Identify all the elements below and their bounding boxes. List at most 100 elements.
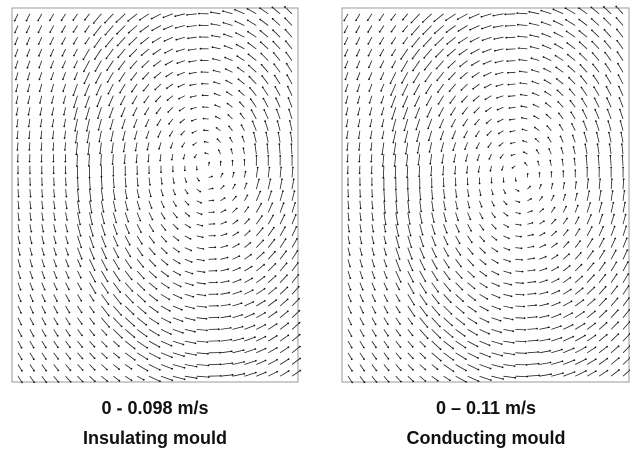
vector-head — [195, 342, 197, 344]
vector-head — [53, 161, 55, 163]
vector-head — [204, 152, 206, 154]
velocity-range: 0 - 0.098 m/s — [5, 398, 305, 419]
velocity-vector — [39, 37, 42, 44]
vector-head — [42, 231, 44, 233]
velocity-vector — [97, 96, 101, 107]
vector-head — [518, 59, 520, 61]
velocity-vector — [137, 224, 141, 232]
vector-head — [73, 94, 75, 96]
vector-head — [264, 324, 266, 326]
velocity-vector — [158, 131, 161, 137]
velocity-vector — [611, 262, 616, 271]
vector-head — [557, 101, 559, 103]
velocity-vector — [506, 26, 516, 27]
vector-head — [555, 66, 557, 68]
vector-head — [180, 122, 182, 124]
velocity-vector — [346, 107, 348, 114]
velocity-vector — [78, 341, 83, 347]
velocity-vector — [268, 300, 276, 306]
vector-head — [490, 379, 492, 381]
velocity-vector — [66, 189, 67, 196]
velocity-vector — [369, 72, 372, 79]
velocity-vector — [268, 191, 271, 200]
vector-head — [537, 161, 539, 163]
vector-head — [570, 111, 572, 113]
velocity-vector — [78, 353, 83, 359]
vector-head — [461, 277, 463, 279]
velocity-vector — [356, 14, 360, 20]
velocity-vector — [116, 14, 125, 22]
vector-head — [357, 114, 359, 116]
velocity-vector — [137, 365, 147, 371]
vector-head — [16, 114, 18, 116]
vector-head — [382, 165, 384, 167]
velocity-vector — [78, 248, 82, 259]
vector-head — [380, 90, 382, 92]
velocity-vector — [78, 365, 83, 371]
velocity-vector — [78, 294, 82, 301]
vector-head — [215, 258, 217, 260]
velocity-vector — [432, 294, 439, 303]
velocity-vector — [370, 107, 372, 114]
velocity-vector — [369, 49, 372, 56]
vector-head — [90, 200, 92, 202]
velocity-vector — [544, 57, 552, 61]
velocity-vector — [233, 291, 242, 294]
velocity-vector — [593, 53, 600, 61]
vector-head — [440, 360, 442, 362]
velocity-vector — [41, 142, 42, 150]
vector-head — [373, 266, 375, 268]
velocity-vector — [492, 236, 497, 240]
vector-head — [254, 336, 256, 338]
vector-head — [589, 202, 591, 204]
velocity-vector — [244, 219, 249, 224]
velocity-vector — [555, 44, 563, 49]
velocity-vector — [495, 49, 504, 51]
vector-head — [168, 123, 170, 125]
vector-head — [212, 188, 214, 190]
velocity-vector — [441, 131, 444, 140]
vector-head — [627, 261, 629, 263]
velocity-vector — [585, 144, 587, 154]
velocity-vector — [479, 166, 480, 172]
vector-head — [415, 129, 417, 131]
velocity-vector — [149, 248, 155, 255]
velocity-vector — [244, 349, 255, 353]
velocity-vector — [542, 34, 551, 37]
velocity-vector — [382, 119, 384, 126]
vector-head — [610, 155, 612, 157]
velocity-vector — [623, 262, 628, 271]
vector-head — [424, 369, 426, 371]
velocity-vector — [221, 269, 229, 271]
vector-head — [538, 363, 540, 365]
velocity-vector — [575, 312, 584, 318]
velocity-vector — [396, 224, 399, 236]
vector-head — [198, 180, 200, 182]
vector-head — [295, 214, 297, 216]
velocity-vector — [407, 166, 408, 177]
velocity-vector — [396, 271, 401, 282]
vector-head — [486, 122, 488, 124]
vector-head — [574, 158, 576, 160]
velocity-vector — [239, 79, 245, 84]
vector-head — [481, 16, 483, 18]
vector-head — [441, 150, 443, 152]
vector-head — [15, 67, 17, 69]
vector-head — [512, 167, 514, 169]
velocity-vector — [78, 259, 81, 266]
velocity-vector — [492, 376, 504, 379]
vector-head — [181, 146, 183, 148]
vector-head — [578, 7, 580, 9]
velocity-vector — [533, 93, 539, 96]
vector-head — [349, 242, 351, 244]
velocity-vector — [544, 69, 551, 73]
vector-head — [188, 215, 190, 217]
velocity-vector — [444, 318, 452, 326]
vector-head — [265, 360, 267, 362]
velocity-vector — [289, 110, 292, 120]
velocity-vector — [468, 259, 474, 265]
velocity-vector — [18, 248, 20, 255]
velocity-vector — [575, 300, 583, 306]
velocity-vector — [551, 220, 555, 225]
vector-head — [499, 297, 501, 299]
